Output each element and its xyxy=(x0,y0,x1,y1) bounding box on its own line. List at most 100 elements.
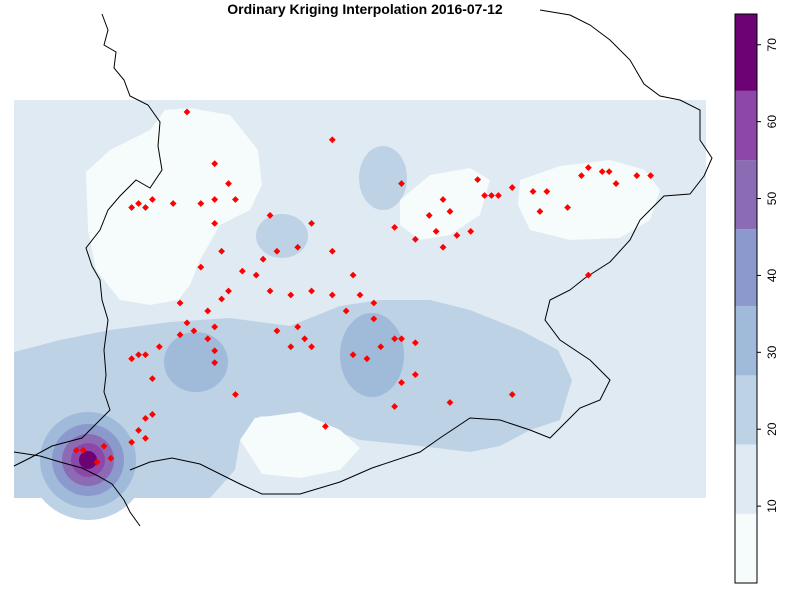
legend-band xyxy=(735,160,757,230)
contour-central-belt xyxy=(14,300,572,498)
station-point xyxy=(328,291,336,299)
station-point xyxy=(197,263,205,271)
station-point xyxy=(363,355,371,363)
station-point xyxy=(273,327,281,335)
station-point xyxy=(432,227,440,235)
station-point xyxy=(93,458,101,466)
station-point xyxy=(425,212,433,219)
station-point xyxy=(169,200,177,207)
contour-north-low xyxy=(86,108,262,305)
station-point xyxy=(211,196,219,203)
station-point xyxy=(391,403,398,410)
station-point xyxy=(453,231,461,239)
contour-north-east-center xyxy=(359,146,407,210)
station-point xyxy=(605,168,613,176)
station-point xyxy=(411,339,419,347)
legend-frame xyxy=(734,13,758,584)
station-point xyxy=(439,196,447,203)
station-point xyxy=(176,331,184,339)
station-point xyxy=(481,192,488,199)
station-point xyxy=(149,375,156,382)
station-point xyxy=(294,243,302,251)
station-point xyxy=(308,219,315,227)
station-point xyxy=(183,108,191,116)
station-point xyxy=(377,343,385,351)
legend-tick-label: 40 xyxy=(765,268,779,282)
station-point xyxy=(495,192,502,199)
station-point xyxy=(308,287,315,295)
station-point xyxy=(370,315,378,323)
contour-south-low xyxy=(240,412,360,478)
border-south-west xyxy=(13,451,141,527)
station-point xyxy=(204,307,212,315)
station-point xyxy=(564,204,571,211)
station-point xyxy=(190,327,198,335)
border-west xyxy=(13,13,163,467)
station-point xyxy=(398,379,405,386)
legend-band xyxy=(735,513,757,583)
station-point xyxy=(349,351,357,359)
station-point xyxy=(142,415,149,422)
legend-tick-label: 30 xyxy=(765,345,779,359)
station-point xyxy=(273,247,281,255)
station-point xyxy=(266,212,274,219)
station-point xyxy=(612,180,620,187)
station-point xyxy=(411,371,419,379)
station-point xyxy=(155,343,163,351)
station-point xyxy=(218,295,225,303)
hotspot-ring-6 xyxy=(85,457,91,463)
station-point xyxy=(633,172,641,180)
legend-tick-label: 60 xyxy=(765,115,779,129)
station-point xyxy=(135,351,142,359)
station-point xyxy=(204,335,212,343)
station-point xyxy=(183,319,191,327)
station-point xyxy=(197,200,205,207)
station-point xyxy=(294,323,302,331)
station-point xyxy=(135,426,142,434)
station-point xyxy=(398,335,405,343)
station-point xyxy=(211,160,219,168)
legend-band xyxy=(735,229,757,307)
legend-band xyxy=(735,14,757,91)
station-point xyxy=(446,208,454,215)
station-point xyxy=(536,208,544,215)
station-point xyxy=(584,271,592,279)
station-point xyxy=(142,351,149,359)
station-point xyxy=(328,247,336,255)
station-point xyxy=(543,188,551,195)
legend-band xyxy=(735,306,757,376)
station-point xyxy=(467,227,475,235)
station-point xyxy=(411,235,419,243)
station-point xyxy=(218,247,225,255)
legend-tick-label: 10 xyxy=(765,499,779,513)
contour-west-center xyxy=(164,332,228,392)
station-point xyxy=(287,291,295,299)
station-point xyxy=(176,299,184,307)
legend-tick-label: 50 xyxy=(765,192,779,206)
station-point xyxy=(439,243,447,251)
station-point xyxy=(149,196,156,203)
station-point xyxy=(135,200,142,207)
legend-band xyxy=(735,375,757,445)
station-point xyxy=(328,136,336,144)
station-point xyxy=(266,287,274,295)
station-point xyxy=(72,446,80,454)
contour-ne-low xyxy=(518,160,660,240)
border-south-east xyxy=(129,9,713,495)
station-point xyxy=(128,438,136,446)
legend-band xyxy=(735,444,757,514)
station-point xyxy=(232,391,239,398)
station-point xyxy=(211,347,219,355)
station-point xyxy=(356,291,364,299)
contour-east-center xyxy=(340,313,404,397)
station-point xyxy=(647,172,655,180)
kriging-map xyxy=(13,9,713,527)
station-point xyxy=(252,271,260,279)
station-point xyxy=(211,219,219,227)
station-point xyxy=(142,434,149,442)
station-point xyxy=(232,196,239,203)
station-point xyxy=(128,204,136,211)
station-point xyxy=(322,422,329,430)
station-point xyxy=(211,323,219,331)
